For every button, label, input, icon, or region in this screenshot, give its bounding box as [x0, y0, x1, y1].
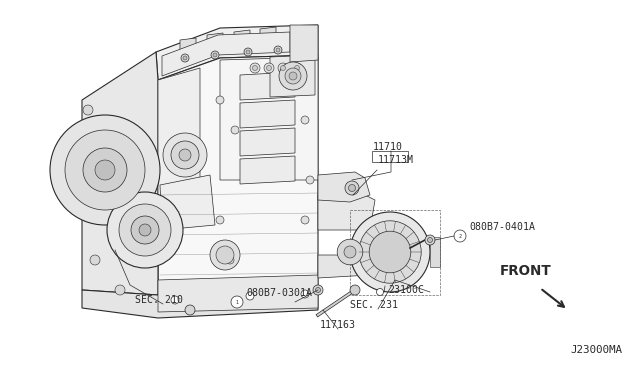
Circle shape	[306, 176, 314, 184]
Circle shape	[301, 216, 309, 224]
Polygon shape	[270, 55, 315, 97]
Polygon shape	[430, 237, 440, 267]
Polygon shape	[158, 55, 318, 295]
Circle shape	[65, 130, 145, 210]
Polygon shape	[290, 25, 318, 62]
Circle shape	[264, 63, 274, 73]
Circle shape	[274, 46, 282, 54]
Text: SEC. 231: SEC. 231	[350, 300, 398, 310]
Circle shape	[216, 246, 234, 264]
Circle shape	[171, 141, 199, 169]
Circle shape	[210, 240, 240, 270]
Text: 080B7-0301A: 080B7-0301A	[246, 288, 312, 298]
Polygon shape	[160, 175, 215, 230]
Polygon shape	[234, 30, 250, 42]
Circle shape	[171, 296, 179, 304]
Circle shape	[376, 289, 383, 295]
Circle shape	[344, 246, 356, 258]
Text: 11710: 11710	[373, 142, 403, 152]
Circle shape	[278, 63, 288, 73]
Polygon shape	[82, 52, 158, 295]
Text: 080B7-0401A: 080B7-0401A	[469, 222, 535, 232]
Polygon shape	[180, 38, 196, 50]
Circle shape	[119, 204, 171, 256]
Circle shape	[337, 239, 363, 265]
Polygon shape	[220, 57, 318, 180]
Circle shape	[181, 54, 189, 62]
Polygon shape	[318, 172, 370, 202]
Circle shape	[294, 65, 300, 71]
Text: 11713M: 11713M	[378, 155, 414, 165]
Circle shape	[253, 65, 257, 71]
Circle shape	[289, 72, 297, 80]
Circle shape	[226, 256, 234, 264]
Circle shape	[285, 68, 301, 84]
Text: SEC. 210: SEC. 210	[135, 295, 183, 305]
Circle shape	[292, 63, 302, 73]
Polygon shape	[240, 156, 295, 184]
Circle shape	[179, 149, 191, 161]
Polygon shape	[158, 68, 200, 205]
Circle shape	[183, 56, 187, 60]
Circle shape	[139, 224, 151, 236]
Text: FRONT: FRONT	[500, 264, 552, 278]
Polygon shape	[240, 128, 295, 156]
Circle shape	[213, 53, 217, 57]
Circle shape	[131, 216, 159, 244]
Circle shape	[454, 230, 466, 242]
Circle shape	[216, 96, 224, 104]
Circle shape	[276, 48, 280, 52]
Circle shape	[350, 212, 430, 292]
Circle shape	[211, 51, 219, 59]
Circle shape	[266, 65, 271, 71]
Polygon shape	[162, 32, 290, 76]
Circle shape	[50, 115, 160, 225]
Circle shape	[246, 292, 254, 300]
Circle shape	[216, 216, 224, 224]
Circle shape	[301, 290, 309, 298]
Circle shape	[279, 62, 307, 90]
Text: 2: 2	[458, 234, 461, 238]
Text: 1: 1	[236, 299, 239, 305]
Circle shape	[115, 285, 125, 295]
Polygon shape	[260, 27, 276, 39]
Circle shape	[350, 285, 360, 295]
Circle shape	[301, 116, 309, 124]
Circle shape	[107, 192, 183, 268]
Circle shape	[231, 126, 239, 134]
Circle shape	[83, 105, 93, 115]
Circle shape	[280, 65, 285, 71]
Circle shape	[250, 63, 260, 73]
Circle shape	[349, 185, 355, 192]
Circle shape	[369, 231, 411, 273]
Circle shape	[185, 305, 195, 315]
Circle shape	[90, 255, 100, 265]
Polygon shape	[158, 275, 318, 312]
Polygon shape	[240, 72, 295, 100]
Polygon shape	[207, 33, 223, 45]
Circle shape	[95, 160, 115, 180]
Polygon shape	[82, 285, 318, 318]
Circle shape	[425, 235, 435, 245]
Circle shape	[246, 50, 250, 54]
Polygon shape	[318, 190, 375, 230]
Polygon shape	[240, 100, 295, 128]
Circle shape	[316, 288, 321, 292]
Text: 117163: 117163	[320, 320, 356, 330]
Polygon shape	[318, 255, 375, 278]
Circle shape	[313, 285, 323, 295]
Circle shape	[345, 181, 359, 195]
Circle shape	[83, 148, 127, 192]
Circle shape	[163, 133, 207, 177]
Polygon shape	[156, 25, 318, 80]
Text: J23000MA: J23000MA	[570, 345, 622, 355]
Circle shape	[428, 237, 433, 243]
Circle shape	[244, 48, 252, 56]
Circle shape	[231, 296, 243, 308]
Circle shape	[359, 221, 421, 283]
Text: 23100C: 23100C	[388, 285, 424, 295]
